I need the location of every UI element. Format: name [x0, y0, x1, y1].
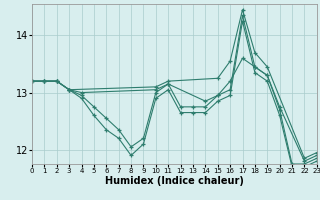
X-axis label: Humidex (Indice chaleur): Humidex (Indice chaleur)	[105, 176, 244, 186]
